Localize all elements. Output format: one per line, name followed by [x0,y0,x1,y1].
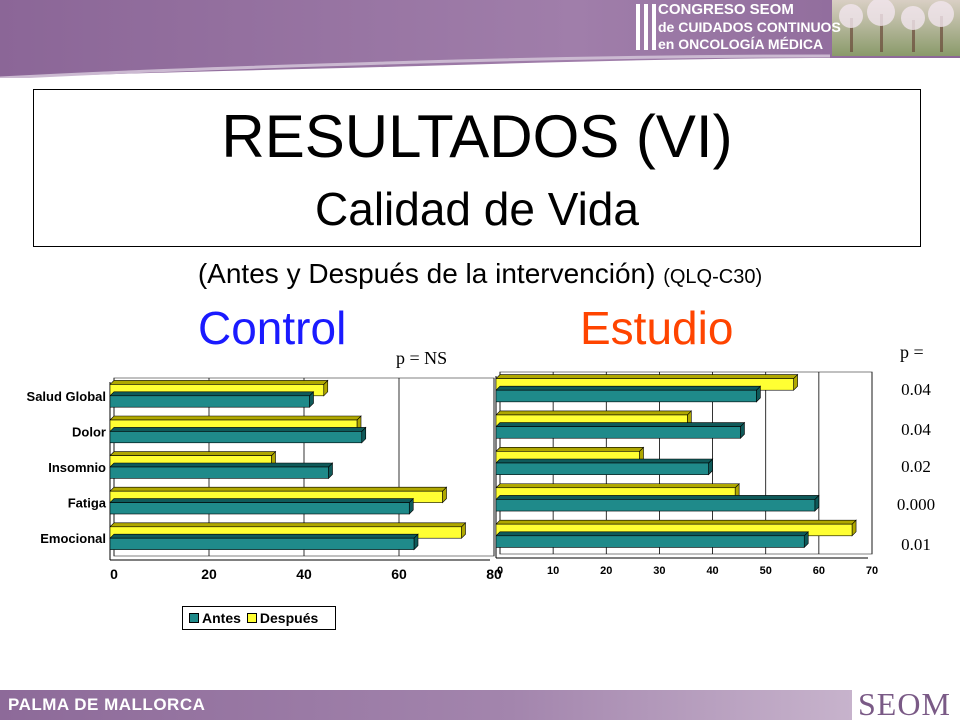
chart-legend: Antes Después [182,606,336,630]
study-bar-antes-dolor [495,426,741,439]
header-banner [0,0,960,78]
category-label-dolor: Dolor [72,424,106,439]
control-label: Control [198,302,347,354]
study-xtick-3: 30 [653,565,665,577]
pvalue-emocional: 0.01 [901,535,931,554]
questionnaire-label: (QLQ-C30) [663,266,763,288]
slide-title: RESULTADOS (VI) [221,103,733,170]
control-bar-top-antes-salud-global [109,391,315,397]
intervention-text: (Antes y Después de la intervención) [197,258,656,289]
study-bar-top-antes-fatiga [495,495,820,500]
control-bar-top-antes-insomnio [109,462,334,468]
study-bar-top-antes-salud-global [495,385,762,391]
control-bar-antes-fatiga [109,502,410,515]
control-bar-top-despues-salud-global [109,380,329,385]
category-label-emocional: Emocional [40,531,106,546]
study-bar-top-despues-salud-global [495,374,799,379]
legend-item-antes: Antes [189,610,241,626]
study-xtick-0: 0 [497,565,503,577]
control-bar-top-antes-dolor [109,427,367,432]
study-xtick-5: 50 [760,565,772,577]
title-box: RESULTADOS (VI) Calidad de Vida [33,89,921,247]
footer-location: PALMA DE MALLORCA [8,695,206,714]
study-bar-top-antes-emocional [495,531,809,537]
congress-line-3: en ONCOLOGÍA MÉDICA [658,36,824,52]
study-bar-top-despues-emocional [495,519,857,525]
control-xtick-1: 20 [201,566,217,582]
study-bar-antes-insomnio [495,462,709,475]
study-bar-top-despues-dolor [495,410,693,416]
control-xtick-2: 40 [296,566,312,582]
legend-swatch-despues [246,613,257,623]
study-bar-antes-emocional [495,535,805,548]
footer: PALMA DE MALLORCA SEOM [0,686,960,720]
study-xtick-7: 70 [866,565,878,577]
control-bar-antes-insomnio [109,466,329,479]
intervention-caption: (Antes y Después de la intervención) (QL… [0,256,960,295]
control-bar-top-antes-emocional [109,533,419,539]
study-bar-top-despues-fatiga [495,483,740,489]
control-xtick-0: 0 [110,566,118,582]
pvalue-insomnio: 0.02 [901,457,931,476]
study-xtick-1: 10 [547,565,559,577]
control-bar-antes-salud-global [109,395,310,408]
congress-logo: CONGRESO SEOM de CUIDADOS CONTINUOS en O… [620,0,960,58]
pvalue-fatiga: 0.000 [896,495,936,514]
category-label-fatiga: Fatiga [68,496,107,511]
pvalue-dolor: 0.04 [901,420,931,439]
control-bar-top-antes-fatiga [109,498,414,503]
pvalue-salud-global: 0.04 [901,380,931,399]
study-bar-antes-fatiga [495,499,816,512]
control-bar-antes-dolor [109,431,363,444]
legend-label-despues: Después [259,610,319,626]
study-bar-top-antes-dolor [495,422,746,427]
charts-canvas: 0 20 40 60 80 Salud Global Dolor Insomnio Fatiga… [27,371,878,582]
category-label-salud-global: Salud Global [27,389,106,404]
legend-label-antes: Antes [202,610,241,626]
study-xtick-2: 20 [600,565,612,577]
study-xtick-6: 60 [813,565,825,577]
study-pvalue-header: p = [900,342,924,362]
footer-bar: PALMA DE MALLORCA [0,690,852,720]
study-label: Estudio [580,302,734,354]
control-bar-top-despues-dolor [109,415,362,421]
control-xtick-4: 80 [486,566,502,582]
control-xtick-3: 60 [391,566,407,582]
legend-item-despues: Después [246,610,319,626]
control-pvalue: p = NS [396,348,448,368]
study-xtick-4: 40 [706,565,718,577]
congress-line-2: de CUIDADOS CONTINUOS [658,19,841,35]
control-bar-antes-emocional [109,537,415,550]
category-label-insomnio: Insomnio [48,460,106,475]
slide-subtitle: Calidad de Vida [315,183,639,235]
study-bar-top-despues-insomnio [495,447,645,452]
congress-line-1: CONGRESO SEOM [658,1,794,18]
study-bar-top-antes-insomnio [495,458,714,464]
study-bar-antes-salud-global [495,389,757,403]
control-bar-top-despues-emocional [109,522,467,528]
control-bar-top-despues-fatiga [109,486,448,492]
legend-swatch-antes [189,613,199,623]
control-bar-top-despues-insomnio [109,451,277,456]
seom-logo: SEOM [858,686,951,720]
